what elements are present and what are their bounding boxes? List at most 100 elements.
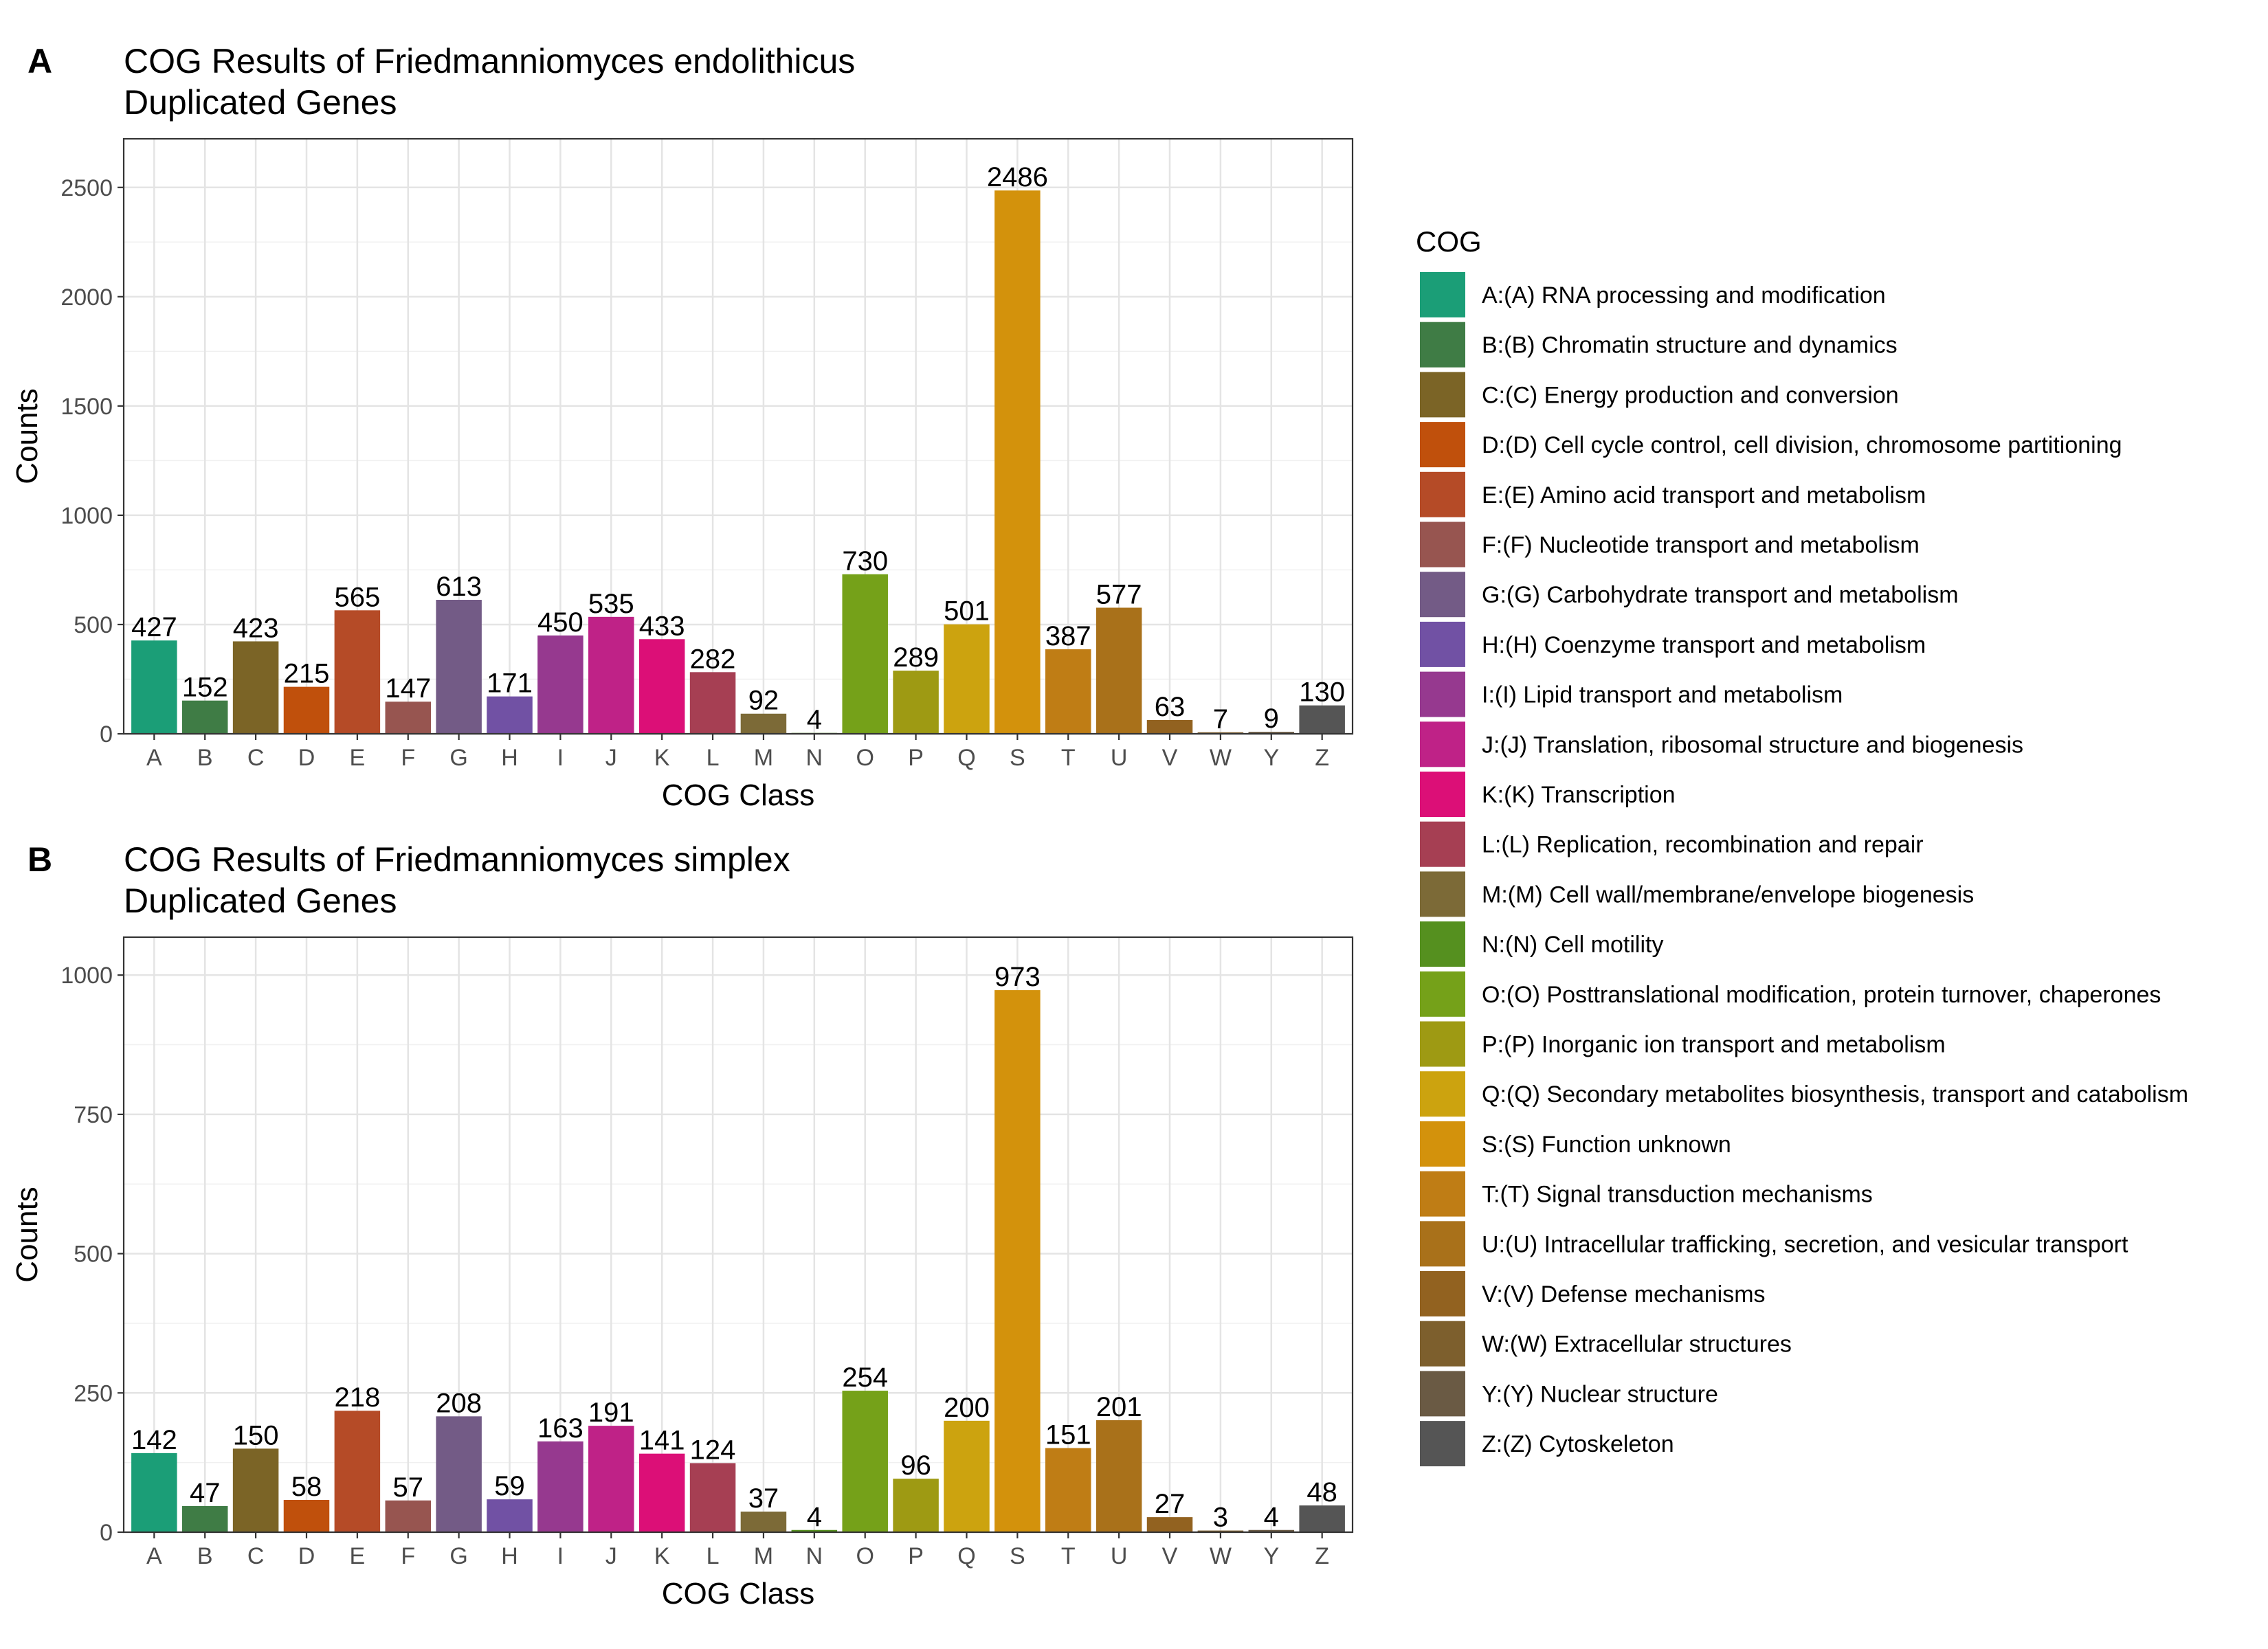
bar-u	[1096, 607, 1142, 734]
data-label-w: 3	[1213, 1503, 1228, 1533]
chart-subtitle: Duplicated Genes	[124, 882, 397, 920]
legend-label-u: U:(U) Intracellular trafficking, secreti…	[1482, 1231, 2128, 1257]
data-label-t: 151	[1045, 1420, 1091, 1450]
legend-label-t: T:(T) Signal transduction mechanisms	[1482, 1182, 1873, 1208]
legend-key-c	[1420, 372, 1465, 418]
bar-c	[232, 1448, 279, 1532]
x-tick-label: B	[197, 745, 213, 771]
bar-k	[638, 1453, 685, 1532]
x-tick-label: D	[298, 1543, 315, 1569]
data-label-p: 96	[900, 1450, 931, 1481]
legend-label-h: H:(H) Coenzyme transport and metabolism	[1482, 632, 1926, 658]
x-tick-label: E	[350, 1543, 366, 1569]
data-label-c: 423	[233, 613, 279, 643]
data-label-g: 208	[436, 1388, 482, 1418]
x-tick-label: C	[247, 745, 265, 771]
chart-subtitle: Duplicated Genes	[124, 83, 397, 122]
data-label-n: 4	[807, 705, 822, 735]
data-label-e: 565	[334, 582, 380, 612]
plot-frame	[122, 936, 1354, 1534]
bar-w	[1197, 732, 1244, 734]
data-label-t: 387	[1045, 621, 1091, 651]
legend-key-w	[1420, 1321, 1465, 1367]
x-tick-label: J	[605, 745, 617, 771]
legend-key-b	[1420, 322, 1465, 368]
data-label-k: 141	[639, 1426, 685, 1456]
data-label-c: 150	[233, 1420, 279, 1450]
plot-background	[124, 937, 1353, 1532]
bar-t	[1045, 1448, 1091, 1532]
y-axis-ticks: 0 500 1000 1500 2000 2500	[60, 175, 124, 748]
bar-y	[1248, 1529, 1295, 1532]
bar-m	[740, 1512, 787, 1532]
y-tick-label: 250	[74, 1380, 113, 1406]
legend: COG A:(A) RNA processing and modificatio…	[1416, 225, 2188, 1467]
x-tick-label: T	[1061, 1543, 1076, 1569]
x-tick-label: A	[146, 1543, 162, 1569]
bar-s	[994, 990, 1041, 1532]
bar-l	[689, 672, 736, 734]
bar-l	[689, 1463, 736, 1532]
bar-e	[334, 1411, 381, 1532]
legend-label-o: O:(O) Posttranslational modification, pr…	[1482, 982, 2161, 1008]
data-label-m: 37	[748, 1483, 779, 1514]
legend-label-b: B:(B) Chromatin structure and dynamics	[1482, 333, 1898, 359]
bar-j	[588, 616, 634, 734]
x-tick-label: N	[806, 1543, 823, 1569]
bar-v	[1146, 1517, 1193, 1532]
legend-key-f	[1420, 521, 1465, 568]
data-label-g: 613	[436, 572, 482, 602]
data-label-f: 147	[385, 673, 431, 704]
data-label-m: 92	[748, 686, 779, 716]
data-label-o: 730	[842, 546, 888, 576]
legend-label-e: E:(E) Amino acid transport and metabolis…	[1482, 482, 1926, 508]
legend-key-m	[1420, 871, 1465, 917]
x-tick-label: O	[856, 1543, 874, 1569]
data-label-q: 501	[944, 596, 990, 627]
x-tick-label: P	[908, 745, 924, 771]
x-tick-label: S	[1010, 745, 1025, 771]
legend-key-e	[1420, 471, 1465, 517]
bar-z	[1299, 705, 1345, 734]
data-label-z: 130	[1299, 677, 1345, 708]
data-label-s: 973	[994, 962, 1041, 992]
legend-key-h	[1420, 621, 1465, 667]
bar-q	[944, 1420, 990, 1532]
legend-label-g: G:(G) Carbohydrate transport and metabol…	[1482, 582, 1959, 608]
legend-key-y	[1420, 1371, 1465, 1417]
data-label-d: 215	[284, 659, 330, 689]
x-tick-label: V	[1162, 745, 1178, 771]
data-label-u: 577	[1096, 579, 1142, 609]
y-axis-title: Counts	[10, 388, 44, 484]
x-axis-title: COG Class	[662, 778, 814, 812]
bar-p	[893, 671, 939, 734]
y-tick-label: 1000	[60, 503, 113, 529]
x-tick-label: Y	[1263, 745, 1279, 771]
legend-label-m: M:(M) Cell wall/membrane/envelope biogen…	[1482, 882, 1974, 908]
x-tick-label: Q	[957, 745, 975, 771]
data-label-p: 289	[893, 642, 939, 673]
data-label-z: 48	[1307, 1477, 1337, 1507]
data-label-s: 2486	[987, 162, 1048, 192]
x-tick-label: G	[449, 745, 467, 771]
data-label-k: 433	[639, 611, 685, 641]
bar-t	[1045, 649, 1091, 734]
x-tick-label: V	[1162, 1543, 1178, 1569]
legend-key-q	[1420, 1071, 1465, 1117]
bar-f	[385, 1500, 431, 1532]
bar-o	[842, 574, 888, 734]
x-tick-label: U	[1111, 1543, 1128, 1569]
x-tick-label: A	[146, 745, 162, 771]
y-axis-title: Counts	[10, 1187, 44, 1282]
x-tick-label: H	[501, 745, 518, 771]
x-tick-label: E	[350, 745, 366, 771]
legend-label-i: I:(I) Lipid transport and metabolism	[1482, 682, 1843, 708]
legend-key-z	[1420, 1421, 1465, 1467]
y-tick-label: 500	[74, 612, 113, 638]
bar-g	[436, 1416, 482, 1532]
bar-q	[944, 624, 990, 734]
x-tick-label: C	[247, 1543, 265, 1569]
